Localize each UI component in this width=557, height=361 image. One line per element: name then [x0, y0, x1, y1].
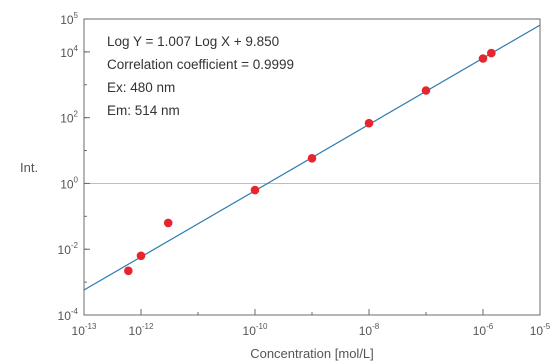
data-point — [487, 48, 496, 58]
annotation-line: Em: 514 nm — [107, 103, 180, 118]
annotation-line: Ex: 480 nm — [107, 80, 175, 95]
x-tick-label: 10-5 — [530, 322, 551, 338]
data-point — [124, 266, 133, 276]
data-point — [364, 118, 374, 128]
data-point — [478, 54, 488, 63]
y-tick-label: 102 — [60, 110, 78, 126]
y-tick-label: 10-4 — [58, 307, 79, 323]
data-point — [136, 251, 146, 261]
data-point — [163, 218, 173, 228]
y-tick-label: 104 — [60, 44, 78, 60]
y-axis-title: Int. — [20, 160, 38, 175]
y-tick-label: 105 — [60, 11, 78, 27]
data-point — [421, 86, 431, 95]
x-tick-label: 10-12 — [129, 322, 154, 338]
data-point — [307, 154, 317, 163]
x-tick-label: 10-6 — [473, 322, 494, 338]
y-tick-label: 100 — [60, 175, 78, 191]
annotation-line: Correlation coefficient = 0.9999 — [107, 57, 294, 72]
data-point — [250, 185, 260, 195]
y-tick-label: 10-2 — [58, 241, 79, 257]
x-tick-label: 10-10 — [243, 322, 268, 338]
x-axis-title: Concentration [mol/L] — [250, 346, 374, 361]
annotation-line: Log Y = 1.007 Log X + 9.850 — [107, 34, 279, 49]
x-tick-label: 10-13 — [72, 322, 97, 338]
x-tick-label: 10-8 — [359, 322, 380, 338]
